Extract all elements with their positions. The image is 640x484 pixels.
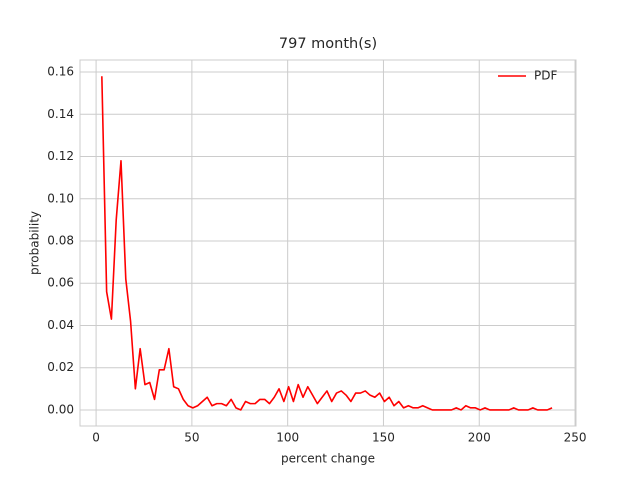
x-axis-label: percent change — [281, 452, 375, 466]
x-tick-label: 200 — [468, 431, 491, 445]
x-tick-label: 250 — [564, 431, 587, 445]
plot-area — [80, 60, 576, 426]
chart-title: 797 month(s) — [279, 36, 377, 52]
x-tick-label: 100 — [276, 431, 299, 445]
y-tick-label: 0.12 — [47, 149, 74, 163]
x-tick-label: 50 — [184, 431, 199, 445]
y-tick-label: 0.10 — [47, 191, 74, 205]
x-tick-label: 0 — [92, 431, 100, 445]
x-tick-label: 150 — [372, 431, 395, 445]
y-tick-label: 0.08 — [47, 233, 74, 247]
y-tick-label: 0.00 — [47, 402, 74, 416]
y-axis-label: probability — [28, 211, 42, 275]
y-tick-label: 0.16 — [47, 65, 74, 79]
plot-frame — [79, 59, 577, 427]
y-tick-label: 0.02 — [47, 360, 74, 374]
y-tick-label: 0.04 — [47, 318, 74, 332]
y-tick-label: 0.14 — [47, 107, 74, 121]
legend-label: PDF — [534, 69, 557, 83]
y-tick-label: 0.06 — [47, 276, 74, 290]
line — [101, 76, 553, 411]
